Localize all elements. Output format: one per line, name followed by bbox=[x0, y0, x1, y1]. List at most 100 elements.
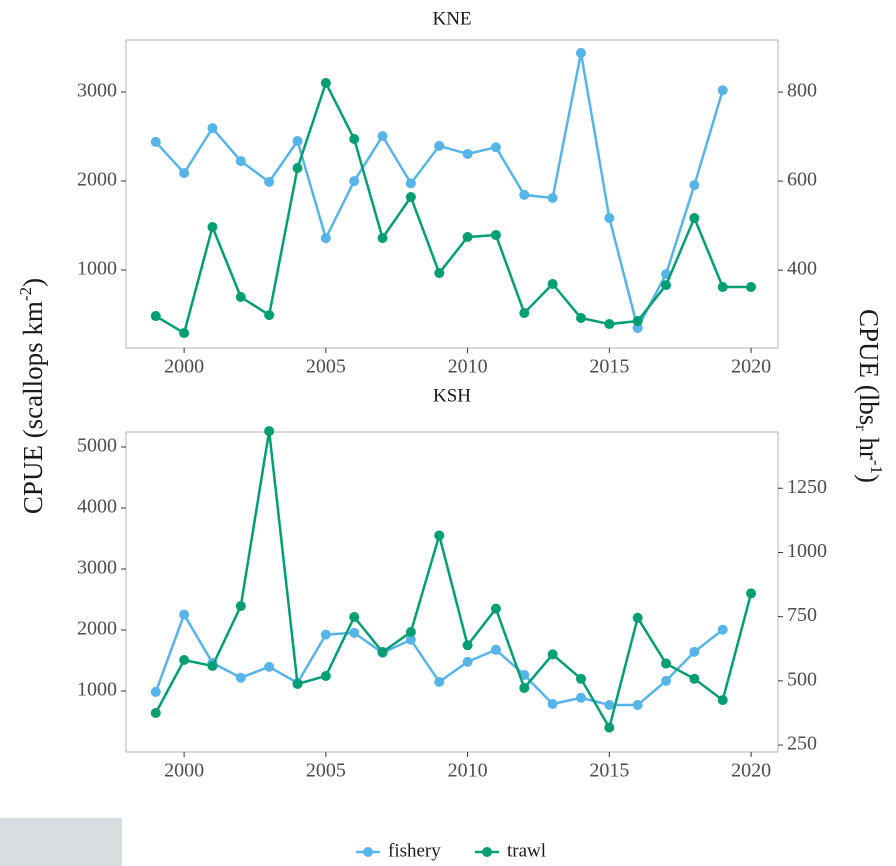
data-point bbox=[320, 77, 331, 88]
y2-tick-label: 1250 bbox=[787, 476, 827, 498]
y2-label-sup: -1 bbox=[867, 460, 886, 474]
data-point bbox=[632, 612, 643, 623]
data-point bbox=[235, 672, 246, 683]
data-point bbox=[320, 629, 331, 640]
data-point bbox=[689, 213, 700, 224]
y-axis-label: CPUE (scallops km-2) bbox=[16, 278, 48, 514]
data-point bbox=[405, 634, 416, 645]
data-point bbox=[604, 213, 615, 224]
data-point bbox=[377, 131, 388, 142]
data-point bbox=[661, 658, 672, 669]
data-point bbox=[575, 47, 586, 58]
y2-label-sub: r bbox=[852, 425, 869, 431]
data-point bbox=[547, 278, 558, 289]
x-tick-label: 2015 bbox=[589, 760, 629, 782]
data-point bbox=[661, 280, 672, 291]
series-line bbox=[155, 79, 752, 335]
data-point bbox=[150, 708, 161, 719]
y-tick-label: 2000 bbox=[77, 169, 117, 191]
data-point bbox=[405, 192, 416, 203]
data-point bbox=[235, 156, 246, 167]
data-point bbox=[292, 163, 303, 174]
data-point bbox=[604, 722, 615, 733]
data-point bbox=[519, 682, 530, 693]
data-point bbox=[519, 189, 530, 200]
data-point bbox=[689, 180, 700, 191]
y2-label-part: CPUE (lbs bbox=[854, 309, 884, 425]
data-point bbox=[377, 232, 388, 243]
y-label-part: ) bbox=[18, 278, 48, 287]
data-point bbox=[150, 686, 161, 697]
data-point bbox=[292, 678, 303, 689]
data-point bbox=[490, 644, 501, 655]
data-point bbox=[207, 222, 218, 233]
data-point bbox=[179, 609, 190, 620]
panel-title: KSH bbox=[433, 385, 471, 406]
data-point bbox=[207, 123, 218, 134]
data-point bbox=[377, 647, 388, 658]
data-point bbox=[207, 660, 218, 671]
data-point bbox=[519, 308, 530, 319]
data-point bbox=[575, 313, 586, 324]
x-tick-label: 2015 bbox=[589, 356, 629, 378]
data-point bbox=[320, 670, 331, 681]
data-point bbox=[179, 168, 190, 179]
data-point bbox=[349, 176, 360, 187]
data-point bbox=[575, 692, 586, 703]
data-point bbox=[717, 85, 728, 96]
data-point bbox=[547, 698, 558, 709]
y2-tick-label: 800 bbox=[787, 80, 817, 102]
data-point bbox=[264, 426, 275, 437]
data-point bbox=[604, 319, 615, 330]
data-point bbox=[150, 311, 161, 322]
data-point bbox=[490, 603, 501, 614]
data-point bbox=[689, 673, 700, 684]
y2-tick-label: 500 bbox=[787, 668, 817, 690]
data-point bbox=[632, 700, 643, 711]
y-tick-label: 3000 bbox=[77, 557, 117, 579]
legend-label: trawl bbox=[507, 840, 546, 861]
series-line bbox=[154, 52, 724, 332]
data-point bbox=[746, 588, 757, 599]
y-tick-label: 1000 bbox=[77, 258, 117, 280]
legend-dot bbox=[363, 847, 373, 857]
y-tick-label: 3000 bbox=[77, 80, 117, 102]
y-tick-label: 5000 bbox=[77, 435, 117, 457]
panel-title: KNE bbox=[432, 8, 471, 29]
data-point bbox=[632, 322, 643, 333]
data-point bbox=[717, 282, 728, 293]
x-tick-label: 2020 bbox=[731, 356, 771, 378]
data-point bbox=[434, 268, 445, 279]
data-point bbox=[434, 530, 445, 541]
y-tick-label: 2000 bbox=[77, 618, 117, 640]
x-tick-label: 2000 bbox=[164, 760, 204, 782]
x-tick-label: 2005 bbox=[306, 760, 346, 782]
x-tick-label: 2000 bbox=[164, 356, 204, 378]
x-tick-label: 2005 bbox=[306, 356, 346, 378]
data-point bbox=[292, 136, 303, 147]
data-point bbox=[689, 646, 700, 657]
data-point bbox=[717, 624, 728, 635]
data-point bbox=[264, 310, 275, 321]
data-point bbox=[746, 282, 757, 293]
x-tick-label: 2020 bbox=[731, 760, 771, 782]
x-tick-label: 2010 bbox=[448, 760, 488, 782]
data-point bbox=[661, 675, 672, 686]
data-point bbox=[434, 140, 445, 151]
data-point bbox=[604, 700, 615, 711]
y2-tick-label: 750 bbox=[787, 604, 817, 626]
series-line bbox=[154, 430, 753, 731]
legend-dot bbox=[482, 847, 492, 857]
data-point bbox=[264, 661, 275, 672]
y2-tick-label: 1000 bbox=[787, 540, 827, 562]
data-point bbox=[434, 676, 445, 687]
data-point bbox=[462, 148, 473, 159]
data-point bbox=[547, 649, 558, 660]
data-point bbox=[264, 176, 275, 187]
data-point bbox=[575, 673, 586, 684]
data-point bbox=[320, 233, 331, 244]
photo bbox=[0, 818, 122, 866]
data-point bbox=[179, 655, 190, 666]
plot-frame bbox=[125, 431, 779, 753]
